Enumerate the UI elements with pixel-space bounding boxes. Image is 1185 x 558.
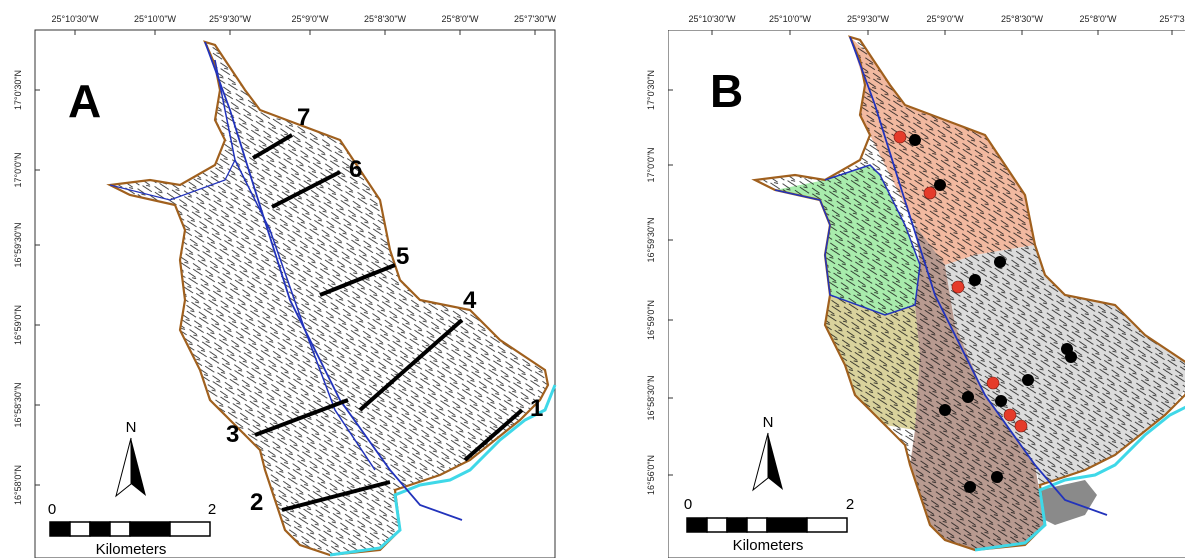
longitude-label: 25°9'0"W <box>926 14 964 24</box>
latitude-label: 17°0'0"N <box>646 147 656 182</box>
north-label: N <box>763 414 774 431</box>
transect-label: 1 <box>530 395 543 422</box>
transect-label: 3 <box>226 421 239 448</box>
longitude-label: 25°8'0"W <box>441 14 479 24</box>
scale-end: 2 <box>846 496 854 513</box>
longitude-label: 25°9'30"W <box>209 14 252 24</box>
longitude-label: 25°8'30"W <box>1001 14 1044 24</box>
north-label: N <box>126 419 137 436</box>
latitude-label: 16°56'0"N <box>646 455 656 495</box>
transect-label: 6 <box>349 156 362 183</box>
latitude-label: 16°58'30"N <box>646 375 656 420</box>
longitude-label: 25°8'0"W <box>1079 14 1117 24</box>
latitude-label: 17°0'30"N <box>13 70 23 110</box>
latitude-label: 16°59'30"N <box>646 217 656 262</box>
longitude-label: 25°9'30"W <box>847 14 890 24</box>
latitude-label: 17°0'30"N <box>646 70 656 110</box>
scale-bar <box>50 522 210 536</box>
latitude-label: 16°58'30"N <box>13 382 23 427</box>
panel-label: B <box>710 65 743 117</box>
longitude-label: 25°9'0"W <box>291 14 329 24</box>
longitude-label: 25°7'30"W <box>514 14 557 24</box>
longitude-label: 25°10'0"W <box>134 14 177 24</box>
transect-label: 5 <box>396 243 409 270</box>
longitude-label: 25°10'0"W <box>769 14 812 24</box>
latitude-label: 16°58'0"N <box>13 465 23 505</box>
scale-unit: Kilometers <box>96 541 167 558</box>
panel-a: A 1 2 3 4 5 6 7 N 0 2 Kilometers <box>35 30 555 558</box>
figure: A 1 2 3 4 5 6 7 N 0 2 Kilometers B N 0 2… <box>0 0 1185 558</box>
scale-unit: Kilometers <box>733 537 804 554</box>
latitude-label: 16°59'0"N <box>13 305 23 345</box>
transect-label: 2 <box>250 489 263 516</box>
latitude-label: 16°59'30"N <box>13 222 23 267</box>
longitude-label: 25°10'30"W <box>688 14 736 24</box>
longitude-label: 25°10'30"W <box>51 14 99 24</box>
transect-label: 7 <box>297 104 310 131</box>
latitude-label: 17°0'0"N <box>13 152 23 187</box>
scale-end: 2 <box>208 501 216 518</box>
scale-start: 0 <box>684 496 692 513</box>
panel-label: A <box>68 75 101 127</box>
panel-b: B N 0 2 Kilometers <box>668 30 1185 558</box>
transect-label: 4 <box>463 287 477 314</box>
longitude-label: 25°7'3 <box>1159 14 1184 24</box>
scale-start: 0 <box>48 501 56 518</box>
scale-bar <box>687 518 847 532</box>
longitude-label: 25°8'30"W <box>364 14 407 24</box>
latitude-label: 16°59'0"N <box>646 300 656 340</box>
